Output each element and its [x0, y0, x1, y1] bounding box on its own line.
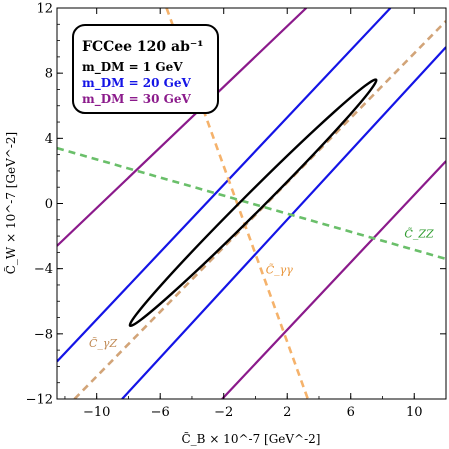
series-line-0-0 [57, 8, 392, 363]
legend-entry-20gev: m_DM = 20 GeV [82, 76, 192, 91]
x-tick-label: −6 [151, 405, 170, 420]
x-axis-label: C̃_B × 10^-7 [GeV^-2] [182, 431, 321, 446]
x-tick-label: 2 [283, 405, 291, 420]
y-tick-label: 4 [45, 132, 53, 147]
axis-layer: −10 −6 −2 2 6 10 −12 −8 −4 0 4 8 12 [26, 2, 447, 420]
y-tick-label: −8 [34, 327, 53, 342]
legend-entry-1gev: m_DM = 1 GeV [82, 60, 183, 75]
series-line-1-1 [221, 160, 446, 399]
legend: FCCee 120 ab⁻¹ m_DM = 1 GeV m_DM = 20 Ge… [72, 24, 219, 114]
x-tick-label: −2 [214, 405, 233, 420]
annotation-1: C̃_γγ [266, 264, 293, 277]
series-layer [57, 8, 446, 399]
annotation-layer: C̃_ZZ C̃_γγ C̃_γZ [89, 228, 434, 350]
annotation-2: C̃_γZ [89, 337, 117, 350]
y-tick-label: 8 [45, 67, 53, 82]
y-tick-label: −4 [34, 262, 53, 277]
legend-title: FCCee 120 ab⁻¹ [82, 39, 203, 55]
x-tick-label: 6 [347, 405, 355, 420]
y-axis-label: C̃_W × 10^-7 [GeV^-2] [3, 132, 18, 275]
contour-1gev [128, 78, 378, 328]
series-line-4-0 [57, 146, 446, 261]
y-tick-label: 12 [36, 2, 53, 17]
legend-entry-30gev: m_DM = 30 GeV [82, 92, 192, 107]
series-line-1-0 [57, 8, 308, 247]
y-tick-label: 0 [45, 197, 53, 212]
series-line-0-1 [121, 46, 446, 399]
legend-box [72, 24, 219, 114]
annotation-0: C̃_ZZ [404, 228, 434, 241]
y-tick-label: −12 [26, 393, 53, 408]
x-tick-label: 10 [406, 405, 423, 420]
x-tick-label: −10 [83, 405, 110, 420]
